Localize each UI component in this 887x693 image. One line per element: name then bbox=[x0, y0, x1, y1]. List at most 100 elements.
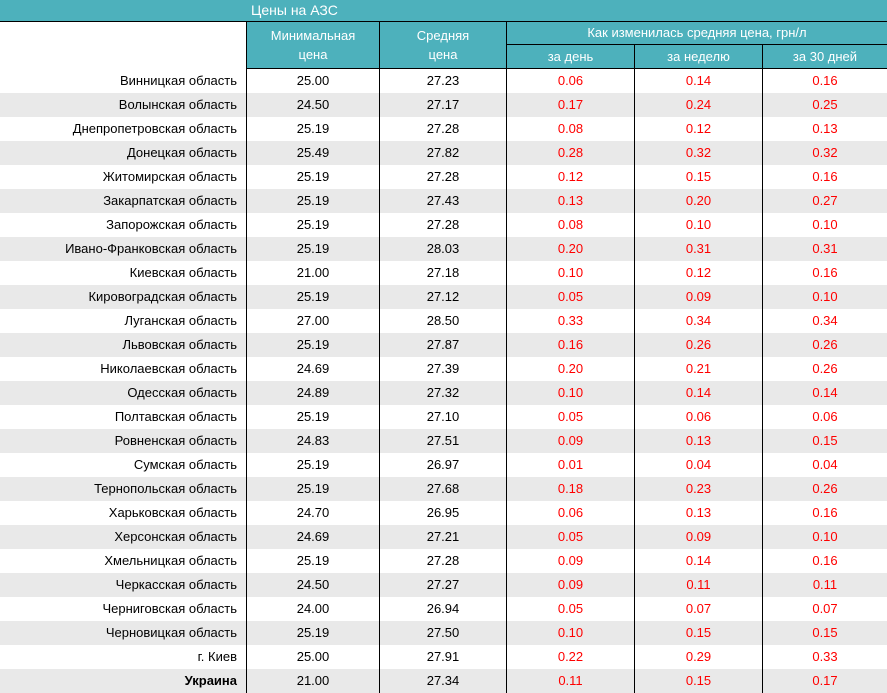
region-name-cell: Житомирская область bbox=[0, 165, 247, 189]
change-30days-cell: 0.26 bbox=[812, 481, 838, 496]
change-30days-cell: 0.32 bbox=[812, 145, 838, 160]
avg-price-cell: 27.28 bbox=[380, 165, 507, 189]
avg-price-cell: 26.94 bbox=[380, 597, 507, 621]
table-row: Киевская область 21.00 27.18 0.10 0.12 0.16 bbox=[0, 261, 887, 285]
min-price-cell: 25.19 bbox=[247, 333, 380, 357]
change-week-cell: 0.13 bbox=[635, 429, 763, 453]
avg-price-cell: 27.34 bbox=[380, 669, 507, 693]
table-body: Винницкая область 25.00 27.23 0.06 0.14 0.16 В… bbox=[0, 69, 887, 693]
avg-price-cell: 27.51 bbox=[380, 429, 507, 453]
change-30days-cell: 0.26 bbox=[812, 337, 838, 352]
change-week-cell: 0.23 bbox=[635, 477, 763, 501]
change-day-cell: 0.12 bbox=[507, 165, 635, 189]
min-price-cell: 24.69 bbox=[247, 525, 380, 549]
avg-price-cell: 27.28 bbox=[380, 213, 507, 237]
change-week-cell: 0.29 bbox=[635, 645, 763, 669]
column-header-per-week: за неделю bbox=[635, 45, 763, 69]
table-row: Ивано-Франковская область 25.19 28.03 0.20 0… bbox=[0, 237, 887, 261]
column-header-change-title: Как изменилась средняя цена, грн/л bbox=[507, 22, 887, 45]
min-price-cell: 25.19 bbox=[247, 117, 380, 141]
table-row: Винницкая область 25.00 27.23 0.06 0.14 0.16 bbox=[0, 69, 887, 93]
table-row: Сумская область 25.19 26.97 0.01 0.04 0.04 bbox=[0, 453, 887, 477]
change-30days-cell: 0.07 bbox=[812, 601, 838, 616]
change-day-cell: 0.10 bbox=[507, 621, 635, 645]
region-name-cell: Львовская область bbox=[0, 333, 247, 357]
avg-price-cell: 27.18 bbox=[380, 261, 507, 285]
change-day-cell: 0.17 bbox=[507, 93, 635, 117]
avg-price-cell: 27.28 bbox=[380, 549, 507, 573]
region-name-cell: Луганская область bbox=[0, 309, 247, 333]
table-row: Донецкая область 25.49 27.82 0.28 0.32 0.32 bbox=[0, 141, 887, 165]
min-price-cell: 25.19 bbox=[247, 477, 380, 501]
table-row: Николаевская область 24.69 27.39 0.20 0.21 0.… bbox=[0, 357, 887, 381]
change-week-cell: 0.14 bbox=[635, 549, 763, 573]
region-name-cell: г. Киев bbox=[0, 645, 247, 669]
change-week-cell: 0.32 bbox=[635, 141, 763, 165]
table-row: Луганская область 27.00 28.50 0.33 0.34 0.34 bbox=[0, 309, 887, 333]
table-row: Волынская область 24.50 27.17 0.17 0.24 0.25 bbox=[0, 93, 887, 117]
region-name-cell: Запорожская область bbox=[0, 213, 247, 237]
change-day-cell: 0.10 bbox=[507, 261, 635, 285]
change-30days-cell: 0.11 bbox=[812, 577, 838, 592]
column-header-per-day: за день bbox=[507, 45, 635, 69]
avg-price-cell: 27.82 bbox=[380, 141, 507, 165]
region-name-cell: Черниговская область bbox=[0, 597, 247, 621]
change-30days-cell: 0.17 bbox=[812, 673, 838, 688]
change-week-cell: 0.09 bbox=[635, 525, 763, 549]
avg-price-cell: 26.97 bbox=[380, 453, 507, 477]
avg-price-cell: 27.43 bbox=[380, 189, 507, 213]
change-week-cell: 0.13 bbox=[635, 501, 763, 525]
change-week-cell: 0.04 bbox=[635, 453, 763, 477]
change-day-cell: 0.11 bbox=[507, 669, 635, 693]
change-week-cell: 0.09 bbox=[635, 285, 763, 309]
min-price-cell: 21.00 bbox=[247, 669, 380, 693]
min-price-cell: 25.19 bbox=[247, 237, 380, 261]
avg-price-cell: 27.91 bbox=[380, 645, 507, 669]
table-row: Закарпатская область 25.19 27.43 0.13 0.20 0.… bbox=[0, 189, 887, 213]
change-day-cell: 0.09 bbox=[507, 549, 635, 573]
region-name-cell: Одесская область bbox=[0, 381, 247, 405]
table-row: Херсонская область 24.69 27.21 0.05 0.09 0.10 bbox=[0, 525, 887, 549]
table-header-row: Минимальная цена Средняя цена Как измени… bbox=[0, 22, 887, 69]
change-day-cell: 0.08 bbox=[507, 117, 635, 141]
change-day-cell: 0.20 bbox=[507, 237, 635, 261]
table-row: Львовская область 25.19 27.87 0.16 0.26 0.26 bbox=[0, 333, 887, 357]
min-price-cell: 24.69 bbox=[247, 357, 380, 381]
min-price-cell: 24.83 bbox=[247, 429, 380, 453]
min-price-cell: 24.70 bbox=[247, 501, 380, 525]
region-name-cell: Ровненская область bbox=[0, 429, 247, 453]
min-price-cell: 24.50 bbox=[247, 573, 380, 597]
region-name-cell: Черновицкая область bbox=[0, 621, 247, 645]
change-week-cell: 0.34 bbox=[635, 309, 763, 333]
min-price-cell: 25.00 bbox=[247, 69, 380, 93]
change-30days-cell: 0.15 bbox=[812, 433, 838, 448]
change-30days-cell: 0.16 bbox=[812, 553, 838, 568]
region-name-cell: Харьковская область bbox=[0, 501, 247, 525]
change-30days-cell: 0.13 bbox=[812, 121, 838, 136]
min-price-cell: 25.19 bbox=[247, 189, 380, 213]
change-week-cell: 0.12 bbox=[635, 261, 763, 285]
avg-price-cell: 27.50 bbox=[380, 621, 507, 645]
min-price-cell: 25.19 bbox=[247, 213, 380, 237]
min-price-cell: 25.19 bbox=[247, 549, 380, 573]
min-price-cell: 25.19 bbox=[247, 165, 380, 189]
change-30days-cell: 0.27 bbox=[812, 193, 838, 208]
column-header-avg-price-line1: Средняя bbox=[416, 28, 470, 43]
table-row: Черновицкая область 25.19 27.50 0.10 0.15 0.1… bbox=[0, 621, 887, 645]
table-row: Запорожская область 25.19 27.28 0.08 0.10 0.1… bbox=[0, 213, 887, 237]
column-header-change-group: Как изменилась средняя цена, грн/л за де… bbox=[507, 22, 887, 69]
avg-price-cell: 26.95 bbox=[380, 501, 507, 525]
avg-price-cell: 27.39 bbox=[380, 357, 507, 381]
min-price-cell: 25.19 bbox=[247, 285, 380, 309]
change-day-cell: 0.05 bbox=[507, 285, 635, 309]
change-week-cell: 0.21 bbox=[635, 357, 763, 381]
corner-empty-cell bbox=[0, 22, 247, 69]
change-day-cell: 0.05 bbox=[507, 597, 635, 621]
column-header-per-30days: за 30 дней bbox=[763, 45, 887, 69]
region-name-cell: Николаевская область bbox=[0, 357, 247, 381]
change-30days-cell: 0.15 bbox=[812, 625, 838, 640]
region-name-cell: Ивано-Франковская область bbox=[0, 237, 247, 261]
change-week-cell: 0.26 bbox=[635, 333, 763, 357]
table-row: Полтавская область 25.19 27.10 0.05 0.06 0.06 bbox=[0, 405, 887, 429]
